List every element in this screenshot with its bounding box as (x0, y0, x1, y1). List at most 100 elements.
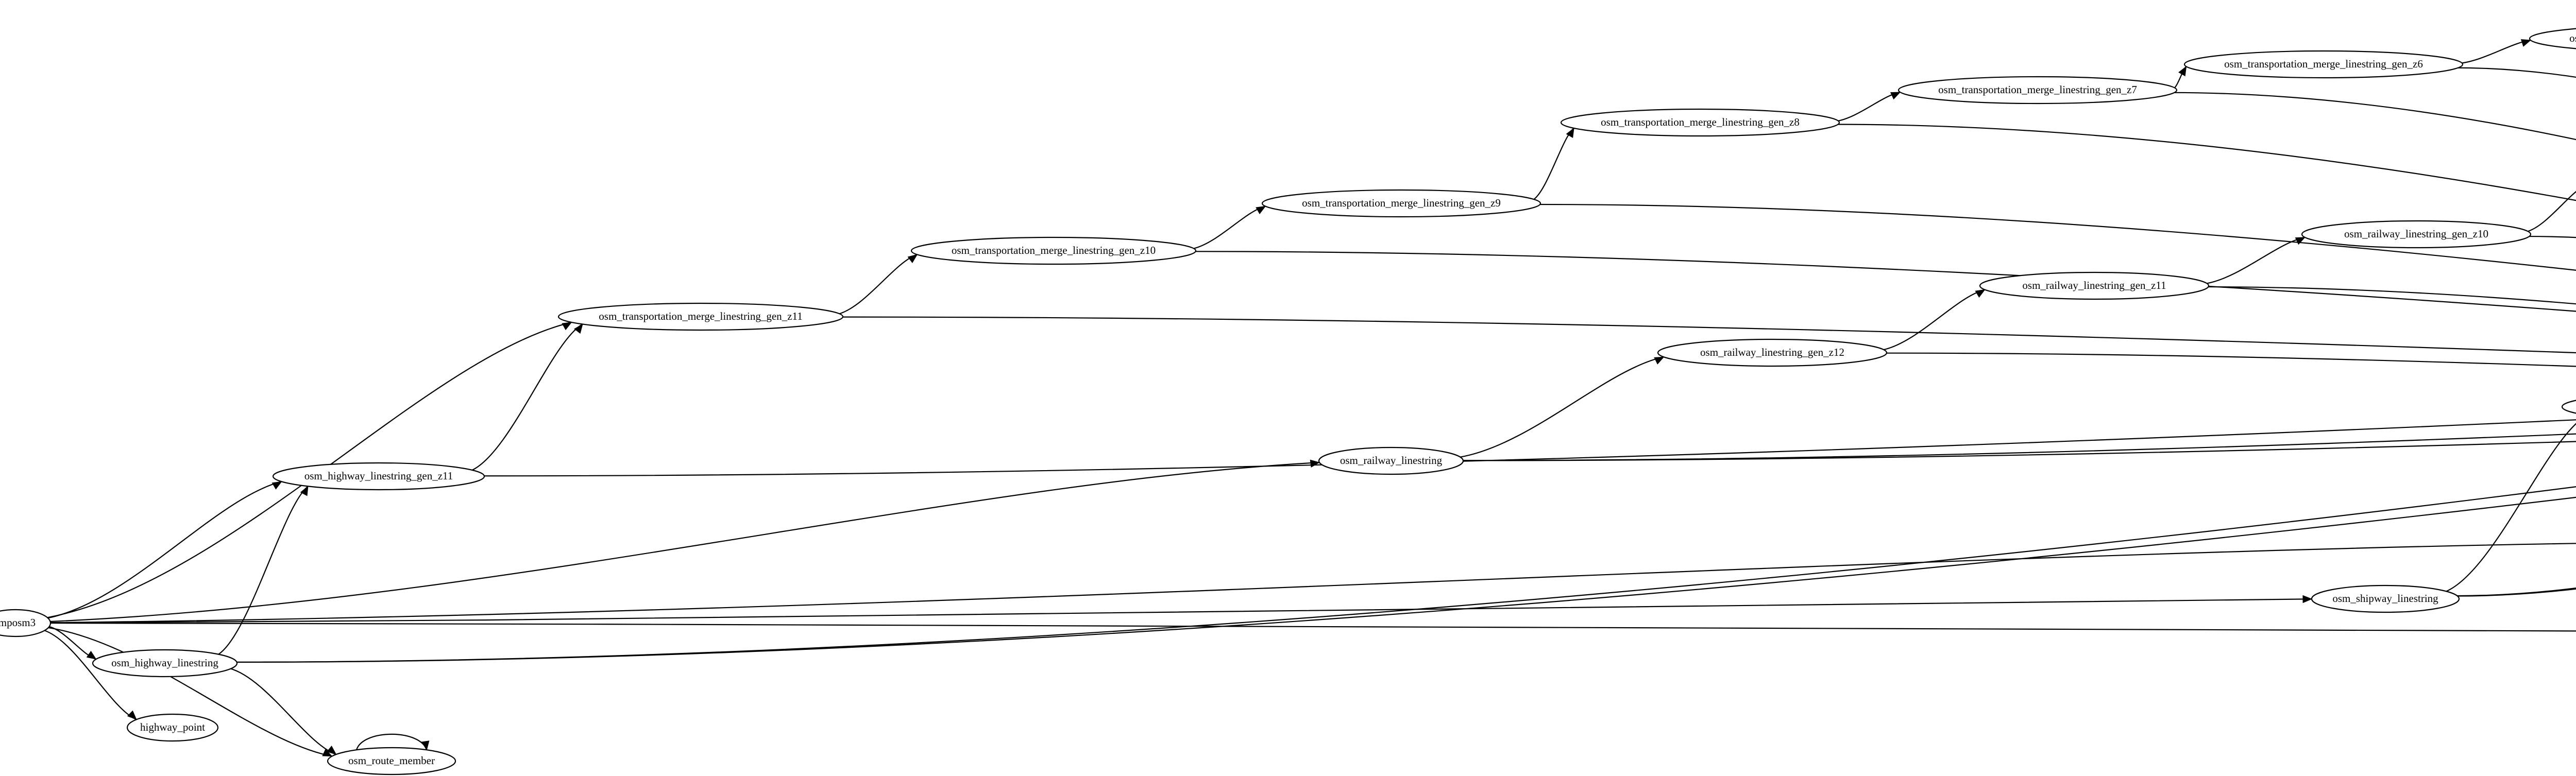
edge-node-to-node (49, 598, 2312, 624)
edge-node-to-node (49, 461, 1320, 623)
edge-arrowhead (907, 254, 918, 264)
graph-node-osm-transportation-merge-linestring-gen-z7[interactable]: osm_transportation_merge_linestring_gen_… (1897, 76, 2178, 105)
node-shape (1318, 446, 1464, 475)
edge-arrowhead (300, 486, 309, 496)
edge-arrowhead (574, 323, 583, 334)
edge-to-table-port (1835, 124, 2576, 201)
graph-node-highway-point[interactable]: highway_point (126, 713, 219, 742)
edge-node-to-node (49, 543, 2576, 624)
edge-to-table-port (235, 496, 2576, 663)
node-shape (2529, 28, 2576, 49)
node-shape (2311, 584, 2460, 613)
node-label: osm_transportation_merge_linestring_gen_… (1601, 116, 1800, 128)
node-label: imposm3 (0, 616, 36, 629)
edge-to-table-port (235, 486, 2576, 663)
edge-to-table-port (482, 419, 2576, 477)
node-shape (0, 609, 52, 637)
edge-node-to-node (2526, 191, 2576, 233)
edge-node-to-node (1191, 205, 1266, 250)
node-label: osm_transportation_merge_linestring_gen_… (1302, 197, 1501, 209)
edge-node-to-node (47, 627, 332, 757)
edge-arrowhead (1654, 356, 1665, 365)
edge-node-to-node (229, 668, 336, 755)
graph-node-osm-shipway-linestring-gen-z12[interactable]: osm_shipway_linestring_gen_z12 (2561, 393, 2576, 420)
graph-node-osm-route-member[interactable]: osm_route_member (327, 747, 456, 775)
edge-arrowhead (326, 746, 337, 755)
node-label: osm_railway_linestring_gen_z10 (2344, 228, 2488, 240)
edge-to-table-port (2527, 235, 2576, 238)
edge-node-to-node (2205, 236, 2306, 285)
edge-arrowhead (86, 650, 97, 660)
node-shape (1560, 108, 1840, 137)
graph-node-osm-shipway-linestring[interactable]: osm_shipway_linestring (2311, 584, 2460, 613)
edge-to-table-port (2171, 92, 2576, 141)
node-label: osm_transportation_merge_linestring_gen_… (952, 244, 1156, 256)
edges-layer (44, 39, 2576, 757)
edge-arrowhead (2295, 237, 2306, 245)
graph-node-osm-highway-linestring[interactable]: osm_highway_linestring (92, 649, 238, 678)
graph-node-osm-transportation-merge-linestring-gen-z10[interactable]: osm_transportation_merge_linestring_gen_… (910, 236, 1197, 265)
node-label: osm_highway_linestring_gen_z11 (304, 470, 453, 482)
edge-arrowhead (1975, 289, 1986, 298)
node-shape (557, 302, 844, 331)
node-shape (2183, 50, 2464, 79)
graph-node-osm-railway-linestring-gen-z10[interactable]: osm_railway_linestring_gen_z10 (2301, 220, 2532, 249)
edge-node-to-node (47, 481, 282, 619)
graph-node-imposm3[interactable]: imposm3 (0, 609, 52, 637)
graph-node-osm-transportation-merge-linestring-gen-z8[interactable]: osm_transportation_merge_linestring_gen_… (1560, 108, 1840, 137)
edge-to-table-port (1193, 251, 2576, 312)
graph-node-osm-transportation-merge-linestring-gen-z6[interactable]: osm_transportation_merge_linestring_gen_… (2183, 50, 2464, 79)
edge-node-to-node (1836, 91, 1901, 122)
edge-arrowhead (1310, 459, 1320, 468)
graph-node-osm-highway-linestring-gen-z11[interactable]: osm_highway_linestring_gen_z11 (272, 462, 485, 491)
edge-node-to-node (471, 323, 583, 471)
edge-node-to-node (44, 630, 137, 720)
node-shape (92, 649, 238, 678)
edge-node-to-node (1459, 356, 1664, 458)
node-label: osm_transportation_merge_linestring_gen_… (1938, 83, 2137, 96)
edge-arrowhead (1566, 127, 1574, 138)
node-label: osm_highway_linestring (111, 657, 218, 669)
edge-arrowhead (2178, 66, 2187, 77)
graph-node-osm-railway-linestring-gen-z11[interactable]: osm_railway_linestring_gen_z11 (1979, 271, 2210, 300)
node-label: osm_route_member (348, 754, 435, 767)
graph-node-osm-transportation-merge-linestring-gen-z9[interactable]: osm_transportation_merge_linestring_gen_… (1261, 189, 1541, 218)
node-label: osm_transportation_merge_linestring_gen_… (2224, 58, 2423, 70)
node-shape (2301, 220, 2532, 249)
graph-node-osm-railway-linestring[interactable]: osm_railway_linestring (1318, 446, 1464, 475)
edge-node-to-node (1882, 289, 1985, 351)
edge-arrowhead (562, 322, 572, 331)
edge-arrowhead (127, 710, 137, 720)
edge-to-table-port (1537, 203, 2576, 271)
edge-arrowhead (322, 749, 333, 757)
node-shape (910, 236, 1197, 265)
edge-node-to-node (217, 486, 309, 656)
node-label: highway_point (140, 721, 205, 733)
node-label: osm_railway_linestring (1340, 454, 1443, 467)
edge-to-table-port (1462, 433, 2576, 461)
node-shape (2561, 400, 2576, 414)
node-label: osm_transportation_merge_linestring_gen_… (2569, 32, 2576, 44)
graph-node-osm-transportation-merge-linestring-gen-z11[interactable]: osm_transportation_merge_linestring_gen_… (557, 302, 844, 331)
edge-arrowhead (2302, 595, 2313, 603)
edge-node-to-node (1532, 128, 1574, 201)
edge-node-to-node (2445, 423, 2576, 592)
edge-arrowhead (2520, 39, 2532, 47)
edge-node-to-node (837, 254, 918, 315)
node-shape (126, 713, 219, 742)
edge-to-table-port (1462, 441, 2576, 461)
edge-arrowhead (1890, 92, 1901, 100)
node-shape (272, 462, 485, 491)
edge-self-loop (355, 733, 428, 751)
graph-node-osm-transportation-merge-linestring-gen-z5[interactable]: osm_transportation_merge_linestring_gen_… (2529, 25, 2576, 52)
node-shape (1657, 338, 1888, 367)
node-shape (1979, 271, 2210, 300)
edge-arrowhead (272, 481, 282, 490)
node-label: osm_shipway_linestring (2332, 592, 2438, 605)
graph-node-osm-railway-linestring-gen-z12[interactable]: osm_railway_linestring_gen_z12 (1657, 338, 1888, 367)
node-shape (1261, 189, 1541, 218)
edge-to-table-port (840, 316, 2576, 354)
